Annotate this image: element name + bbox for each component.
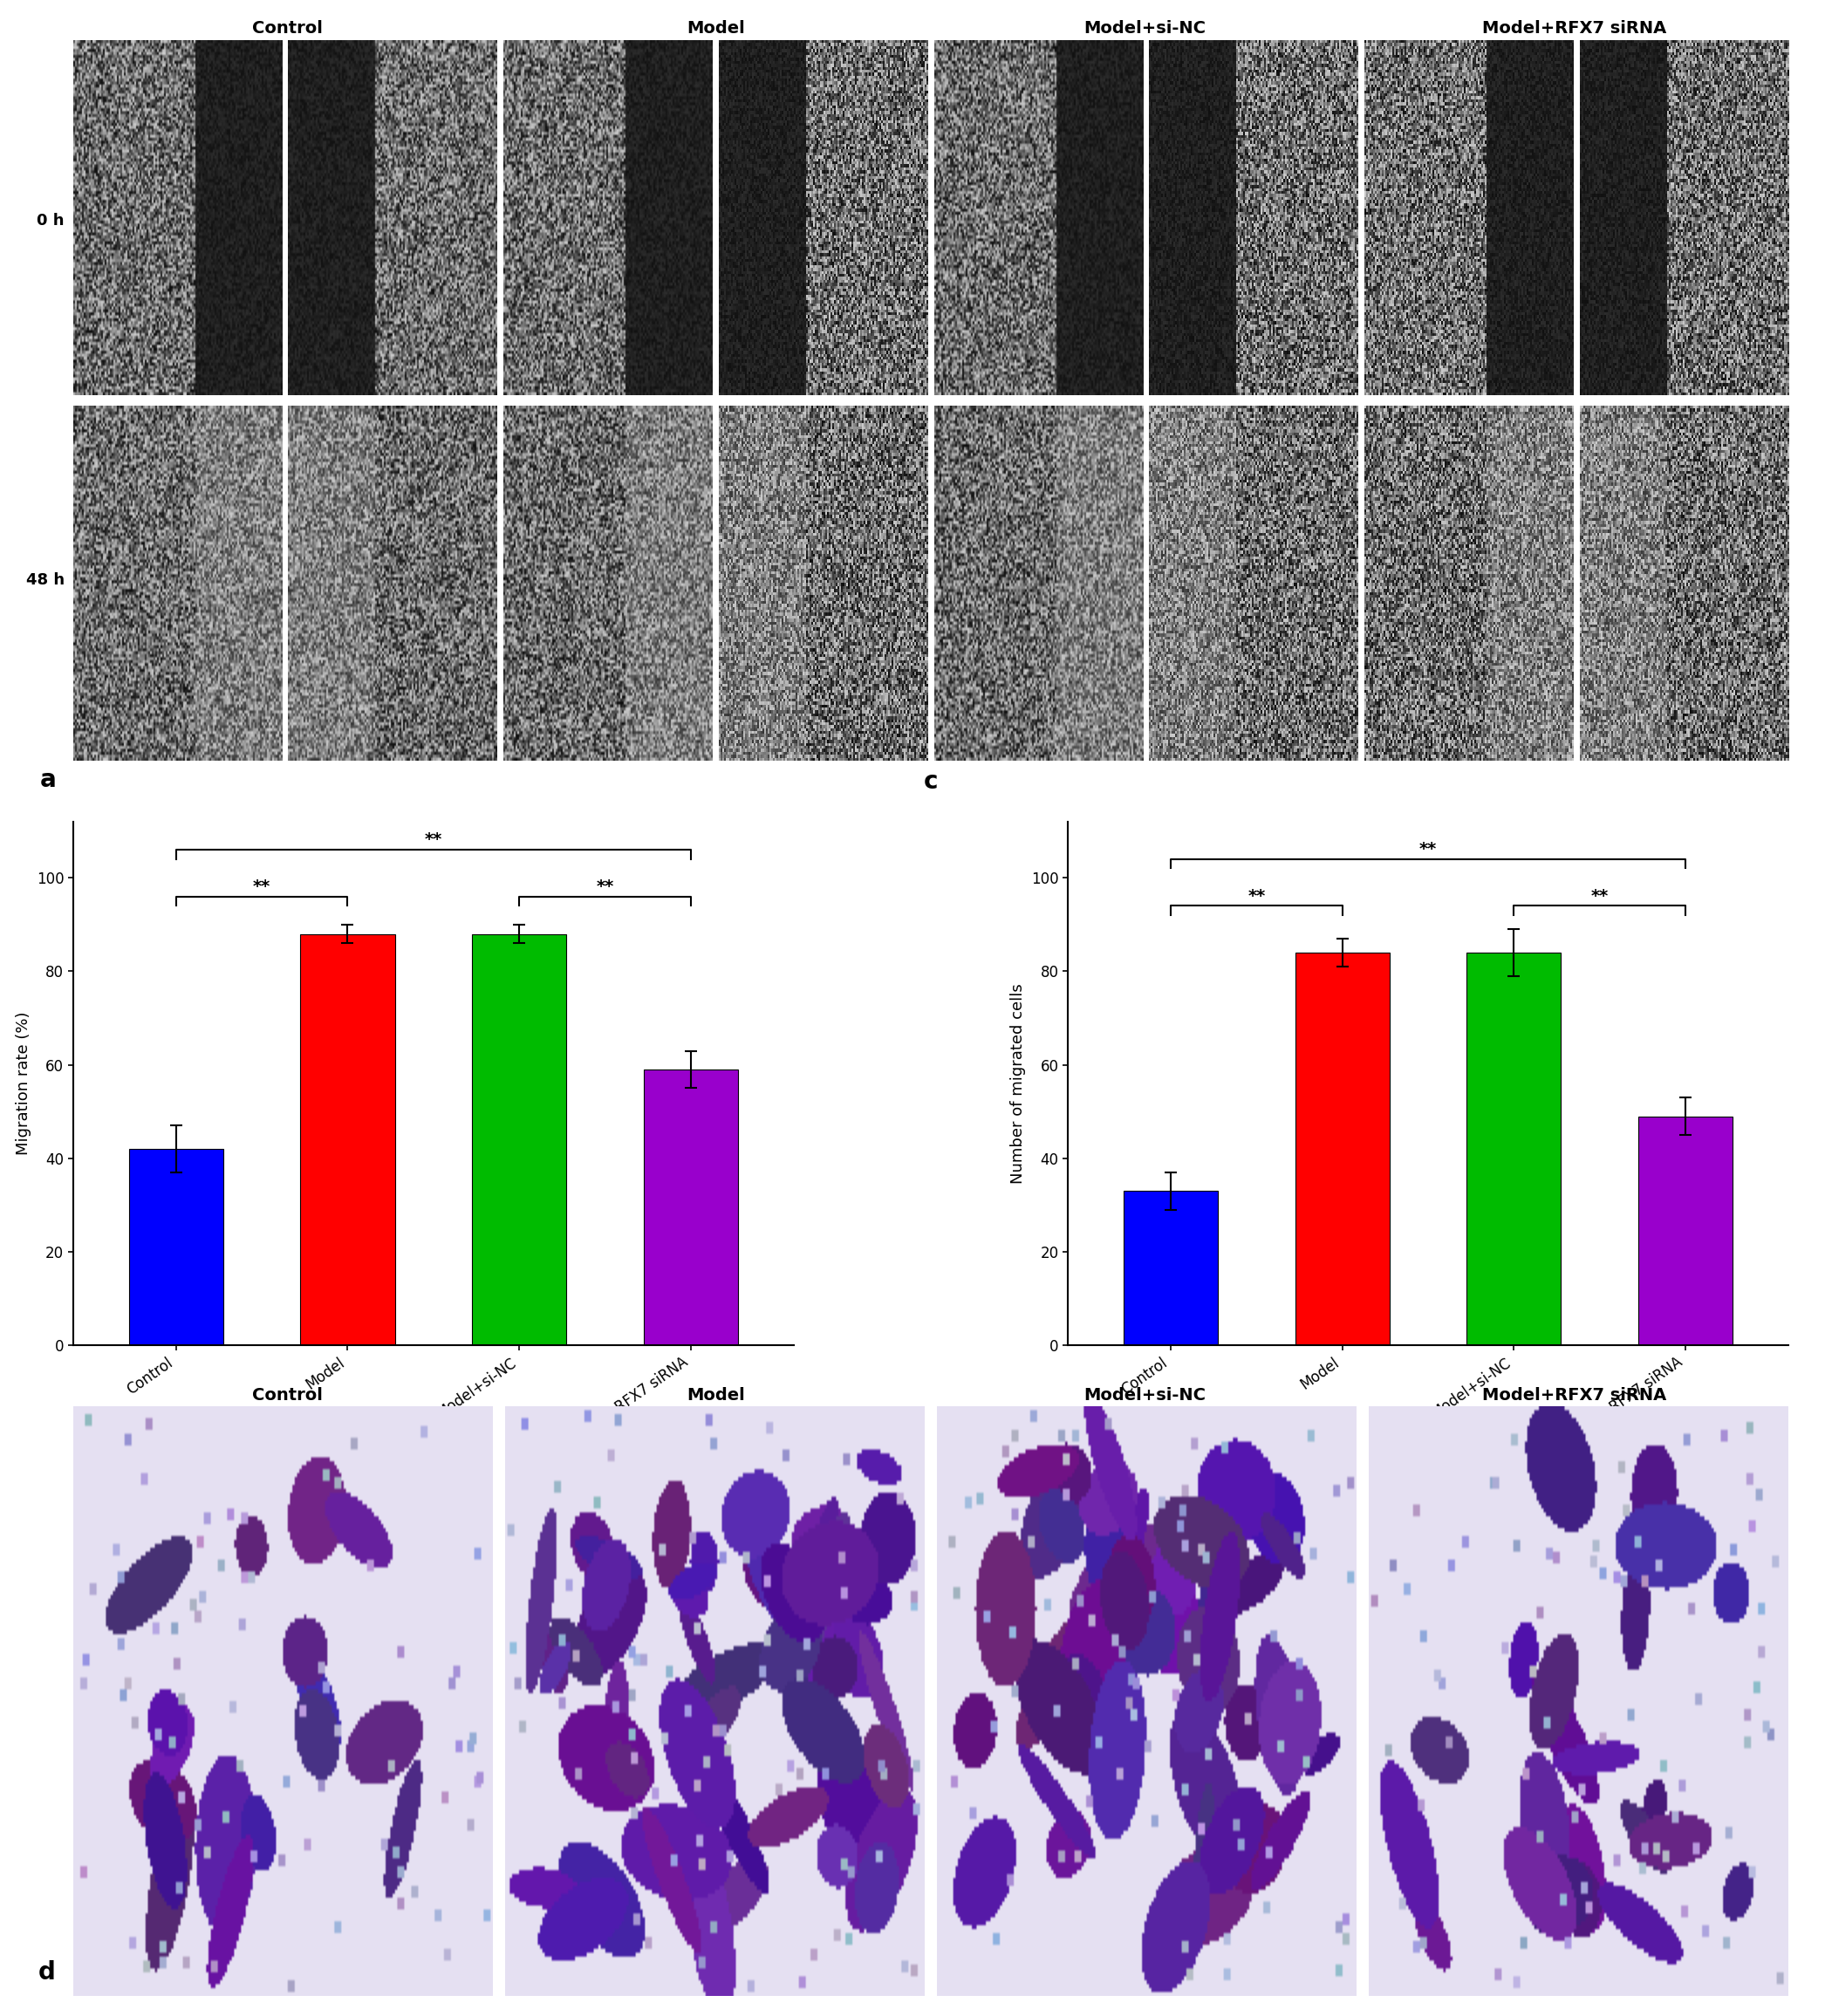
Bar	[130, 1149, 223, 1345]
Text: Control: Control	[252, 1387, 323, 1403]
Text: 48 h: 48 h	[26, 573, 64, 589]
Text: Model: Model	[688, 20, 745, 36]
Bar	[301, 933, 394, 1345]
Text: Model+RFX7 siRNA: Model+RFX7 siRNA	[1482, 1387, 1666, 1403]
Text: Model+si-NC: Model+si-NC	[1084, 1387, 1206, 1403]
Text: **: **	[1591, 887, 1608, 905]
Bar	[644, 1070, 737, 1345]
Text: **: **	[425, 833, 442, 849]
Text: **: **	[597, 879, 613, 895]
Text: Model+RFX7 siRNA: Model+RFX7 siRNA	[1482, 20, 1666, 36]
Text: Model+si-NC: Model+si-NC	[1084, 20, 1206, 36]
Text: 0 h: 0 h	[37, 212, 64, 228]
Bar	[1467, 954, 1560, 1345]
Bar	[1296, 954, 1389, 1345]
Text: **: **	[254, 879, 270, 895]
Text: a: a	[40, 768, 57, 792]
Bar	[1124, 1191, 1217, 1345]
Text: Control: Control	[252, 20, 323, 36]
Y-axis label: Number of migrated cells: Number of migrated cells	[1011, 984, 1026, 1183]
Text: **: **	[1420, 841, 1436, 857]
Text: Model: Model	[688, 1387, 745, 1403]
Y-axis label: Migration rate (%): Migration rate (%)	[16, 1012, 31, 1155]
Bar	[1639, 1117, 1732, 1345]
Text: **: **	[1248, 887, 1265, 905]
Text: d: d	[38, 1960, 57, 1984]
Text: c: c	[923, 770, 938, 794]
Bar	[473, 933, 566, 1345]
